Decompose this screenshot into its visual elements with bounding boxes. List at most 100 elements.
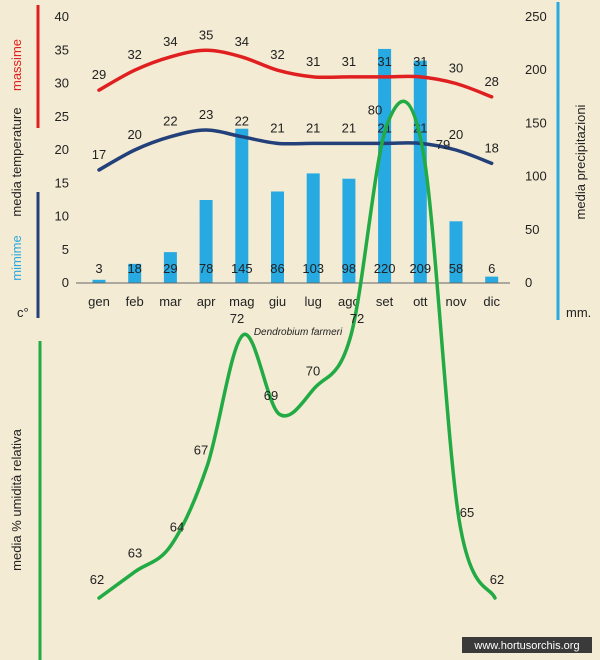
precipitation-axis-label: media precipitazioni — [573, 104, 588, 219]
humidity-label-gen: 62 — [90, 572, 104, 587]
humidity-label-mag: 72 — [230, 311, 244, 326]
left-tick-20: 20 — [55, 142, 69, 157]
max-label-nov: 30 — [449, 61, 463, 76]
right-tick-0: 0 — [525, 275, 532, 290]
precip-label-ott: 209 — [409, 261, 431, 276]
month-ago: ago — [338, 294, 360, 309]
humidity-label-feb: 63 — [128, 546, 142, 561]
month-lug: lug — [305, 294, 322, 309]
max-temperature-line — [97, 48, 494, 99]
right-tick-200: 200 — [525, 62, 547, 77]
month-apr: apr — [197, 294, 216, 309]
max-label-feb: 32 — [127, 47, 141, 62]
min-label-giu: 21 — [270, 120, 284, 135]
precip-label-gen: 3 — [95, 261, 102, 276]
min-label-apr: 23 — [199, 107, 213, 122]
precip-label-giu: 86 — [270, 261, 284, 276]
month-mar: mar — [159, 294, 182, 309]
left-tick-0: 0 — [62, 275, 69, 290]
min-label-mar: 22 — [163, 114, 177, 129]
month-set: set — [376, 294, 394, 309]
humidity-label-giu: 69 — [264, 388, 278, 403]
celsius-unit: c° — [17, 305, 29, 320]
precip-label-dic: 6 — [488, 261, 495, 276]
precipitation-labels: 3 18 29 78 145 86 103 98 220 209 58 6 — [95, 261, 495, 276]
month-nov: nov — [446, 294, 467, 309]
precip-bar-apr — [199, 200, 213, 283]
right-tick-250: 250 — [525, 9, 547, 24]
species-name: Dendrobium farmeri — [254, 327, 343, 338]
watermark: www.hortusorchis.org — [473, 640, 579, 652]
min-label-mag: 22 — [235, 114, 249, 129]
precip-bar-lug — [306, 173, 320, 283]
precip-label-apr: 78 — [199, 261, 213, 276]
precip-bar-set — [378, 48, 392, 283]
min-label: mimime — [9, 235, 24, 281]
precipitation-bars — [92, 48, 499, 284]
month-labels: gen feb mar apr mag giu lug ago set ott nov dic — [88, 294, 500, 309]
humidity-label-lug: 70 — [306, 364, 320, 379]
precip-label-feb: 18 — [127, 261, 141, 276]
humidity-label-apr: 67 — [194, 443, 208, 458]
min-label-lug: 21 — [306, 120, 320, 135]
max-label-set: 31 — [377, 54, 391, 69]
left-tick-40: 40 — [55, 9, 69, 24]
humidity-chart: media % umidità relativa 626364677269707… — [9, 99, 504, 660]
precip-label-mar: 29 — [163, 261, 177, 276]
right-axis-ticks: 0 50 100 150 200 250 — [525, 9, 547, 290]
temperature-label: media temperature — [9, 107, 24, 216]
precip-bar-mar — [163, 252, 177, 283]
left-tick-10: 10 — [55, 209, 69, 224]
max-label: massime — [9, 39, 24, 91]
month-feb: feb — [126, 294, 144, 309]
min-label-dic: 18 — [484, 140, 498, 155]
precip-bar-ago — [342, 178, 356, 283]
precip-label-mag: 145 — [231, 261, 253, 276]
left-axis-ticks: 0 5 10 15 20 25 30 35 40 — [55, 9, 69, 290]
humidity-label-set: 80 — [368, 103, 382, 118]
max-label-mag: 34 — [235, 34, 249, 49]
left-tick-25: 25 — [55, 109, 69, 124]
max-label-mar: 34 — [163, 34, 177, 49]
right-tick-100: 100 — [525, 169, 547, 184]
month-ott: ott — [413, 294, 428, 309]
max-label-gen: 29 — [92, 67, 106, 82]
left-tick-15: 15 — [55, 175, 69, 190]
precip-label-ago: 98 — [342, 261, 356, 276]
min-label-gen: 17 — [92, 147, 106, 162]
month-gen: gen — [88, 294, 110, 309]
right-tick-150: 150 — [525, 115, 547, 130]
left-tick-5: 5 — [62, 242, 69, 257]
precip-bar-nov — [449, 221, 463, 283]
precip-bar-dic — [485, 276, 499, 283]
max-label-ott: 31 — [413, 54, 427, 69]
humidity-label-mar: 64 — [170, 519, 184, 534]
humidity-label-ago: 72 — [350, 311, 364, 326]
month-dic: dic — [483, 294, 500, 309]
max-label-ago: 31 — [342, 54, 356, 69]
left-tick-30: 30 — [55, 76, 69, 91]
mm-unit: mm. — [566, 305, 591, 320]
precip-bar-ott — [413, 60, 427, 284]
humidity-axis-label: media % umidità relativa — [9, 428, 24, 570]
month-giu: giu — [269, 294, 286, 309]
left-tick-35: 35 — [55, 42, 69, 57]
precip-bar-gen — [92, 279, 106, 283]
min-label-nov: 20 — [449, 127, 463, 142]
min-label-feb: 20 — [127, 127, 141, 142]
month-mag: mag — [229, 294, 254, 309]
watermark-box — [462, 637, 592, 653]
precip-label-lug: 103 — [302, 261, 324, 276]
max-temperature-labels: 29 32 34 35 34 32 31 31 31 31 30 28 — [92, 27, 499, 89]
precip-bar-mag — [235, 128, 249, 283]
humidity-label-ott: 79 — [436, 137, 450, 152]
max-label-lug: 31 — [306, 54, 320, 69]
right-tick-50: 50 — [525, 222, 539, 237]
min-label-ago: 21 — [342, 120, 356, 135]
humidity-label-nov: 65 — [460, 505, 474, 520]
